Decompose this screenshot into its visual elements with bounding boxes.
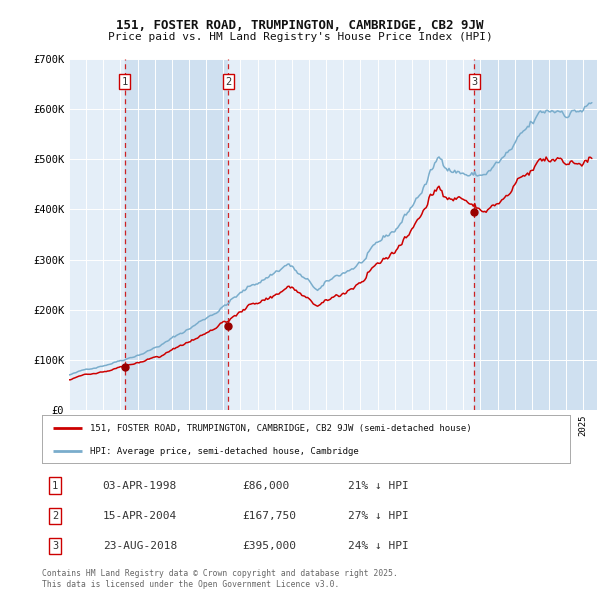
Text: 27% ↓ HPI: 27% ↓ HPI — [348, 511, 409, 521]
Bar — [228, 59, 474, 410]
Text: 1: 1 — [52, 481, 58, 491]
Text: 3: 3 — [52, 541, 58, 551]
Bar — [69, 59, 125, 410]
Text: 03-APR-1998: 03-APR-1998 — [103, 481, 177, 491]
Text: 15-APR-2004: 15-APR-2004 — [103, 511, 177, 521]
Text: Contains HM Land Registry data © Crown copyright and database right 2025.
This d: Contains HM Land Registry data © Crown c… — [42, 569, 398, 589]
Text: 2: 2 — [225, 77, 232, 87]
Text: £86,000: £86,000 — [242, 481, 290, 491]
Text: £395,000: £395,000 — [242, 541, 296, 551]
Text: 21% ↓ HPI: 21% ↓ HPI — [348, 481, 409, 491]
Text: HPI: Average price, semi-detached house, Cambridge: HPI: Average price, semi-detached house,… — [89, 447, 358, 455]
Bar — [125, 59, 228, 410]
Text: 1: 1 — [122, 77, 128, 87]
Text: Price paid vs. HM Land Registry's House Price Index (HPI): Price paid vs. HM Land Registry's House … — [107, 32, 493, 42]
Text: 2: 2 — [52, 511, 58, 521]
Text: £167,750: £167,750 — [242, 511, 296, 521]
Bar — [474, 59, 597, 410]
Text: 151, FOSTER ROAD, TRUMPINGTON, CAMBRIDGE, CB2 9JW: 151, FOSTER ROAD, TRUMPINGTON, CAMBRIDGE… — [116, 19, 484, 32]
Text: 23-AUG-2018: 23-AUG-2018 — [103, 541, 177, 551]
Text: 24% ↓ HPI: 24% ↓ HPI — [348, 541, 409, 551]
Text: 3: 3 — [471, 77, 478, 87]
Text: 151, FOSTER ROAD, TRUMPINGTON, CAMBRIDGE, CB2 9JW (semi-detached house): 151, FOSTER ROAD, TRUMPINGTON, CAMBRIDGE… — [89, 424, 471, 433]
